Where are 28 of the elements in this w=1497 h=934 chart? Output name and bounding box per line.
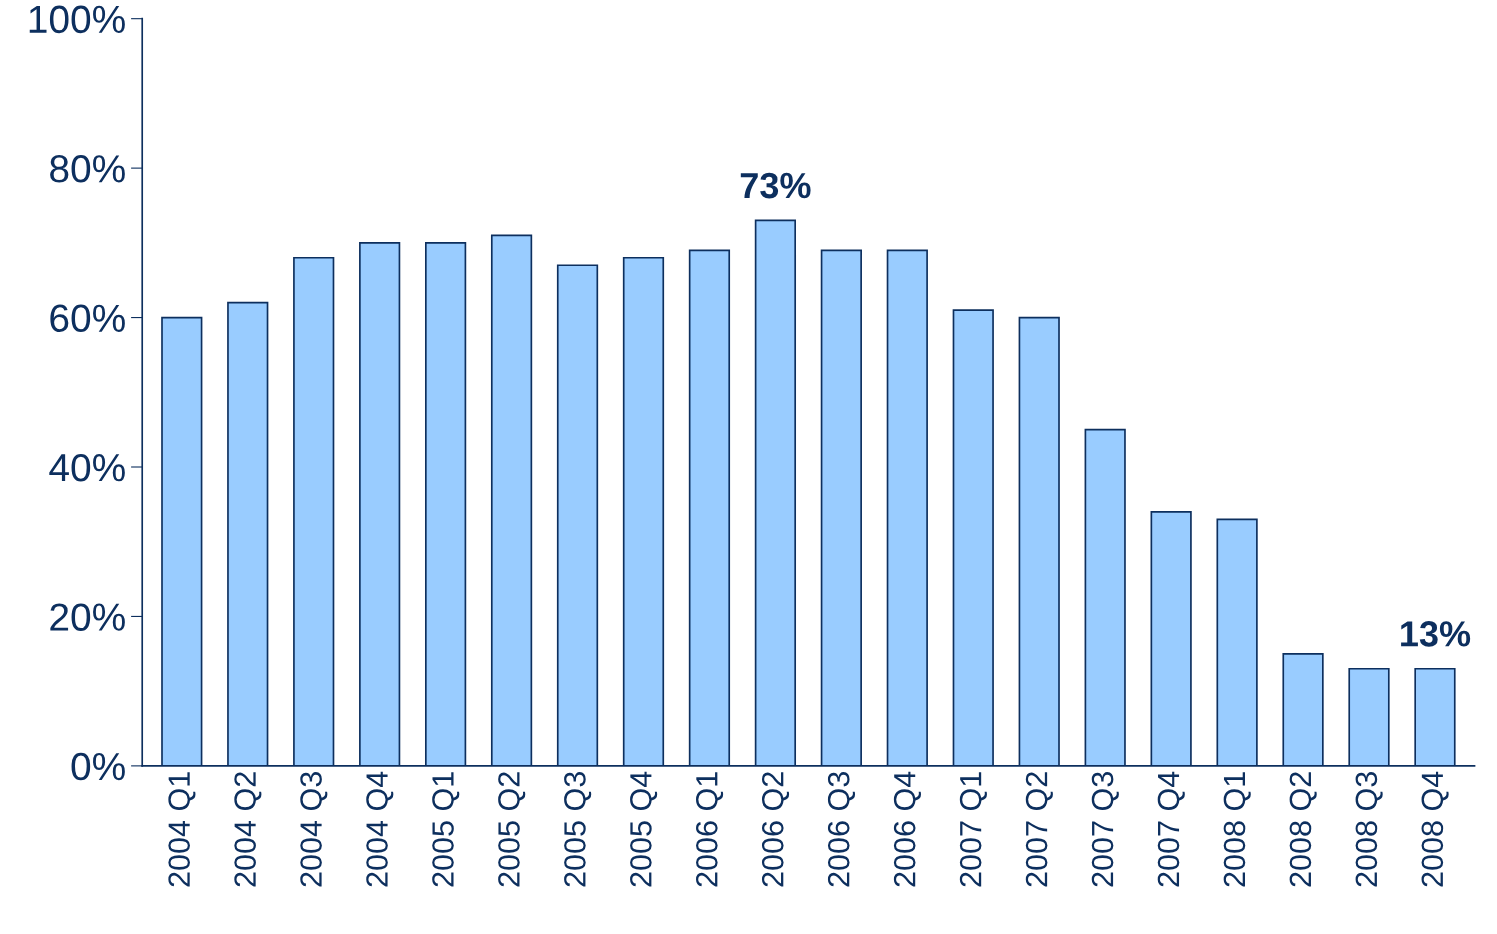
x-tick-label: 2006 Q4	[893, 771, 921, 887]
x-tick-label: 2005 Q4	[630, 771, 658, 887]
x-tick-label: 2008 Q2	[1289, 772, 1317, 887]
x-tick-label: 2005 Q2	[498, 772, 526, 887]
x-tick-label: 2005 Q1	[432, 772, 460, 887]
y-tick-label: 0%	[71, 752, 125, 781]
x-tick-label: 2004 Q4	[366, 771, 394, 887]
y-tick-label: 60%	[50, 304, 125, 333]
x-tick-label: 2004 Q1	[168, 772, 196, 887]
x-tick-label: 2007 Q3	[1091, 772, 1119, 887]
x-tick-label: 2007 Q4	[1157, 771, 1185, 887]
x-tick-label: 2004 Q3	[300, 772, 328, 887]
x-tick-label: 2006 Q3	[827, 772, 856, 887]
y-tick-label: 40%	[49, 453, 125, 482]
x-tick-label: 2006 Q1	[696, 772, 724, 887]
data-label: 13%	[1401, 621, 1471, 647]
x-tick-label: 2006 Q2	[761, 772, 790, 887]
x-tick-label: 2007 Q1	[959, 772, 987, 887]
x-tick-label: 2004 Q2	[234, 772, 262, 887]
x-tick-label: 2008 Q1	[1223, 772, 1251, 887]
x-tick-label: 2008 Q4	[1421, 771, 1449, 887]
x-tick-label: 2008 Q3	[1355, 772, 1383, 887]
data-label: 73%	[740, 172, 811, 199]
y-tick-label: 20%	[50, 603, 125, 631]
x-tick-label: 2007 Q2	[1025, 772, 1053, 887]
y-tick-label: 100%	[29, 5, 125, 34]
y-tick-label: 80%	[50, 155, 125, 183]
x-tick-label: 2005 Q3	[564, 772, 592, 887]
